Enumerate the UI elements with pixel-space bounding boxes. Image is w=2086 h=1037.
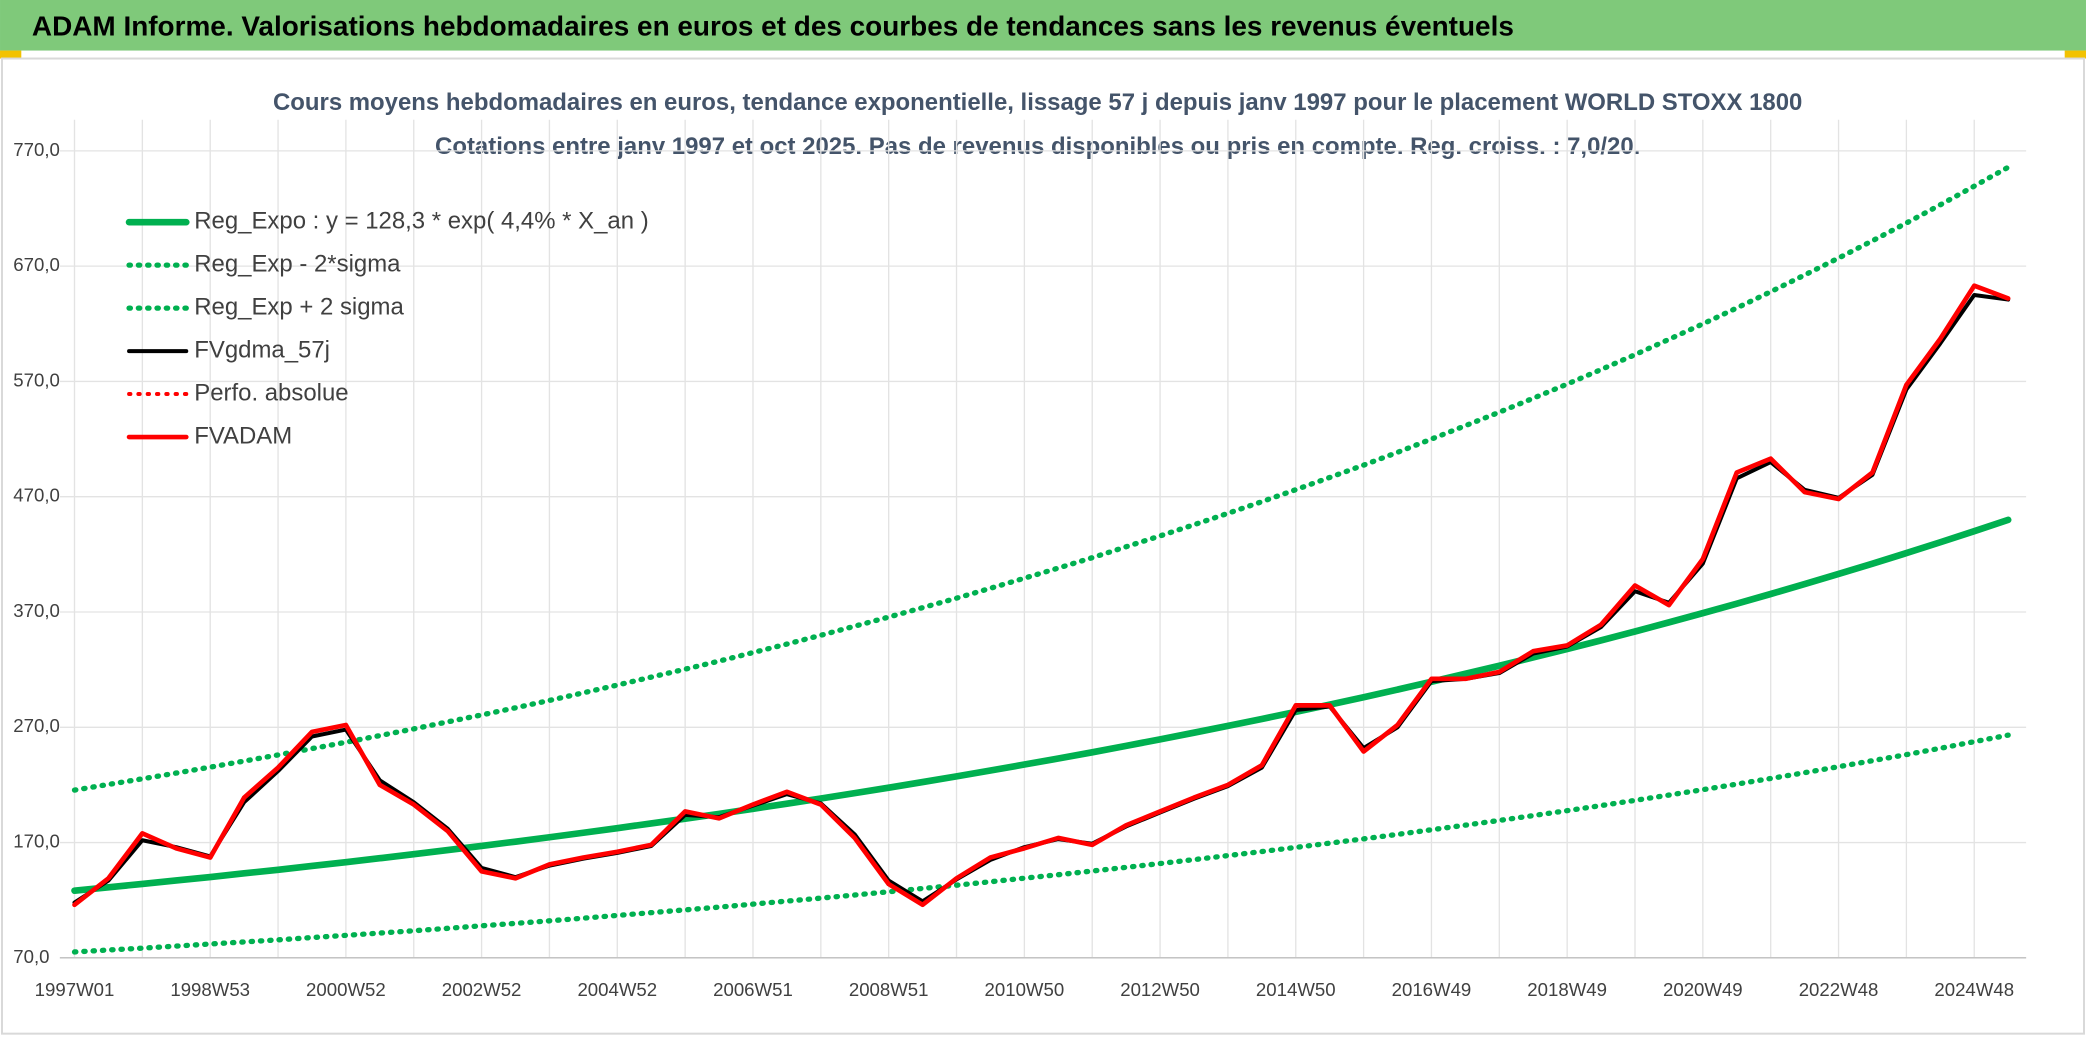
x-tick-label: 2004W52 [577,979,657,1000]
x-tick-label: 2000W52 [306,979,386,1000]
x-tick-label: 2002W52 [442,979,522,1000]
y-tick-label: 570,0 [13,369,60,390]
x-tick-label: 2018W49 [1527,979,1607,1000]
y-tick-label: 770,0 [13,139,60,160]
series-line [71,732,2011,955]
chart-subtitle: Cotations entre janv 1997 et oct 2025. P… [435,133,1640,160]
x-tick-label: 2014W50 [1256,979,1336,1000]
x-tick-label: 1998W53 [170,979,250,1000]
x-tick-label: 2008W51 [849,979,929,1000]
legend-label: FVgdma_57j [194,336,330,363]
series-line [71,164,2011,793]
series-line [71,516,2012,894]
chart-title: Cours moyens hebdomadaires en euros, ten… [273,89,1802,116]
y-tick-label: 670,0 [13,254,60,275]
legend-label: Reg_Exp - 2*sigma [194,250,401,277]
y-tick-label: 470,0 [13,485,60,506]
series-path [71,516,2012,894]
y-tick-label: 170,0 [13,830,60,851]
legend-label: Reg_Expo : y = 128,3 * exp( 4,4% * X_an … [194,207,648,234]
legend-label: FVADAM [194,422,292,449]
x-tick-label: 1997W01 [35,979,115,1000]
legend-label: Reg_Exp + 2 sigma [194,293,404,320]
x-tick-label: 2024W48 [1934,979,2014,1000]
series-line [72,283,2011,908]
x-tick-label: 2012W50 [1120,979,1200,1000]
series-path [72,283,2011,908]
header-bar [0,0,2086,51]
chart-frame [1,57,2085,1035]
y-tick-label: 70,0 [13,946,49,967]
y-tick-label: 370,0 [13,600,60,621]
x-tick-label: 2022W48 [1799,979,1879,1000]
corner-mark [0,50,22,59]
x-tick-label: 2020W49 [1663,979,1743,1000]
corner-mark [2064,50,2086,59]
y-tick-label: 270,0 [13,715,60,736]
x-tick-label: 2006W51 [713,979,793,1000]
header-title: ADAM Informe. Valorisations hebdomadaire… [32,10,1514,41]
series-path [71,732,2011,955]
x-tick-label: 2016W49 [1392,979,1472,1000]
x-tick-label: 2010W50 [985,979,1065,1000]
legend-label: Perfo. absolue [194,379,348,406]
series-path [71,164,2011,793]
